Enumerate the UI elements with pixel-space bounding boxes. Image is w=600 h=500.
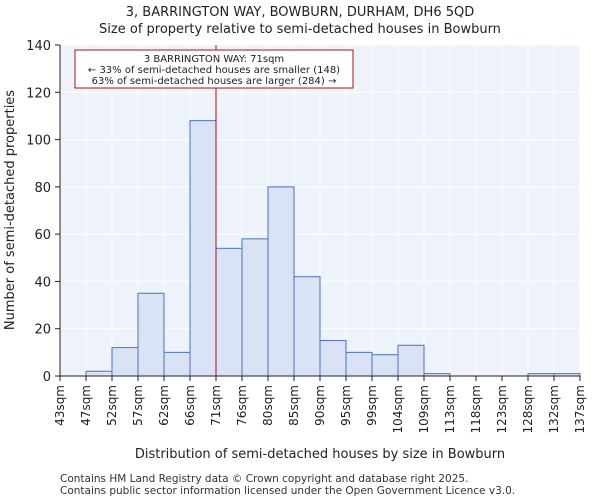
bar-47sqm: [85, 370, 113, 377]
x-tick-label-113sqm: 113sqm: [443, 385, 457, 433]
x-tick-label-71sqm: 71sqm: [209, 385, 223, 426]
x-axis-label: Distribution of semi-detached houses by …: [135, 447, 505, 462]
y-tick-label-100: 100: [26, 134, 51, 149]
x-tick-label-85sqm: 85sqm: [287, 385, 301, 426]
bar-62sqm: [163, 351, 191, 377]
x-tick-label-109sqm: 109sqm: [417, 385, 431, 433]
x-axis: 43sqm 47sqm 52sqm 57sqm 62sqm 66sqm 71sqm 76sqm…: [53, 375, 587, 433]
x-tick-label-128sqm: 128sqm: [521, 385, 535, 433]
chart-subtitle: Size of property relative to semi-detach…: [99, 22, 501, 37]
y-tick-label-140: 140: [26, 39, 51, 54]
y-tick-label-80: 80: [34, 181, 51, 196]
x-tick-label-118sqm: 118sqm: [469, 385, 483, 433]
y-axis: 0 20 40 60 80 100 120 140: [26, 39, 61, 385]
x-tick-label-76sqm: 76sqm: [235, 385, 249, 426]
annotation-larger: 63% of semi-detached houses are larger (…: [92, 76, 337, 87]
x-tick-label-57sqm: 57sqm: [131, 385, 145, 426]
bar-104sqm: [397, 344, 425, 377]
x-tick-label-90sqm: 90sqm: [313, 385, 327, 426]
y-tick-label-120: 120: [26, 86, 51, 101]
x-tick-label-123sqm: 123sqm: [495, 385, 509, 433]
x-tick-label-47sqm: 47sqm: [79, 385, 93, 426]
x-tick-label-43sqm: 43sqm: [53, 385, 67, 426]
x-tick-label-95sqm: 95sqm: [339, 385, 353, 426]
bar-76sqm: [241, 238, 269, 377]
x-tick-label-66sqm: 66sqm: [183, 385, 197, 426]
footer-line-1: Contains HM Land Registry data © Crown c…: [60, 473, 468, 485]
bar-95sqm: [345, 351, 373, 377]
bar-52sqm: [111, 347, 139, 377]
bar-66sqm: [189, 120, 217, 377]
x-tick-label-104sqm: 104sqm: [391, 385, 405, 433]
bar-71sqm: [215, 247, 243, 377]
bars: [85, 120, 581, 377]
x-tick-label-132sqm: 132sqm: [547, 385, 561, 433]
x-tick-label-99sqm: 99sqm: [365, 385, 379, 426]
annotation-title: 3 BARRINGTON WAY: 71sqm: [144, 54, 284, 65]
bar-99sqm: [371, 354, 399, 377]
x-tick-label-62sqm: 62sqm: [157, 385, 171, 426]
y-tick-label-60: 60: [34, 228, 51, 243]
bar-85sqm: [293, 276, 321, 377]
y-tick-label-20: 20: [34, 323, 51, 338]
chart-title: 3, BARRINGTON WAY, BOWBURN, DURHAM, DH6 …: [126, 5, 475, 20]
x-tick-label-52sqm: 52sqm: [105, 385, 119, 426]
y-tick-label-0: 0: [43, 370, 51, 385]
y-tick-label-40: 40: [34, 275, 51, 290]
footer-line-2: Contains public sector information licen…: [60, 485, 515, 497]
annotation-box: [74, 49, 354, 89]
y-axis-label: Number of semi-detached properties: [3, 90, 18, 330]
x-tick-label-137sqm: 137sqm: [573, 385, 587, 433]
bar-90sqm: [319, 340, 347, 377]
annotation: 3 BARRINGTON WAY: 71sqm ← 33% of semi-de…: [74, 49, 354, 89]
bar-80sqm: [267, 186, 295, 377]
bar-57sqm: [137, 292, 165, 377]
x-tick-label-80sqm: 80sqm: [261, 385, 275, 426]
annotation-smaller: ← 33% of semi-detached houses are smalle…: [88, 65, 340, 76]
